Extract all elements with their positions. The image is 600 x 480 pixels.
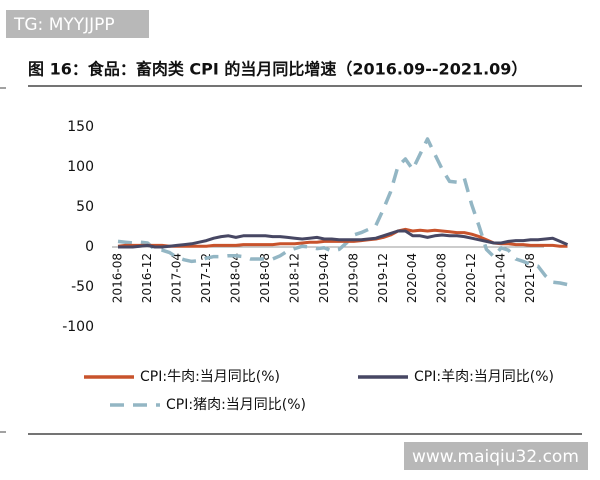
x-tick-label: 2017-04 [169, 253, 183, 303]
chart-title: 图 16：食品：畜肉类 CPI 的当月同比增速（2016.09--2021.09… [28, 60, 527, 79]
x-tick-label: 2021-04 [494, 253, 508, 303]
watermark-box [404, 442, 588, 470]
x-tick-label: 2021-08 [523, 253, 537, 303]
watermark: TG: MYYJJPP [13, 15, 115, 35]
legend-label: CPI:猪肉:当月同比(%) [166, 397, 306, 413]
y-tick-label: 150 [67, 119, 94, 135]
series-line [118, 229, 569, 249]
x-tick-label: 2016-08 [111, 253, 125, 303]
x-tick-label: 2018-04 [228, 253, 242, 303]
x-tick-label: 2019-08 [346, 253, 360, 303]
legend-label: CPI:牛肉:当月同比(%) [140, 369, 280, 385]
x-tick-label: 2016-12 [140, 253, 154, 303]
footer-watermark: www.maiqiu32.com [412, 447, 579, 467]
x-tick-label: 2018-12 [287, 253, 301, 303]
watermark-box [6, 10, 149, 38]
y-tick-label: 0 [85, 239, 94, 255]
x-tick-label: 2020-04 [405, 253, 419, 303]
y-tick-label: 50 [76, 199, 94, 215]
x-tick-label: 2019-12 [376, 253, 390, 303]
x-tick-label: 2020-08 [435, 253, 449, 303]
plot: -100 -50 0 50 100 150 2016-08 2016-12 2017-04 201… [62, 119, 569, 413]
x-tick-label: 2019-04 [317, 253, 331, 303]
x-tick-label: 2020-12 [464, 253, 478, 303]
series-line [117, 137, 568, 287]
x-tick-label: 2017-12 [199, 253, 213, 303]
x-tick-label: 2018-08 [258, 253, 272, 303]
y-tick-label: 100 [67, 159, 94, 175]
legend-label: CPI:羊肉:当月同比(%) [414, 369, 554, 385]
y-tick-label: -100 [62, 319, 94, 335]
y-tick-label: -50 [71, 279, 94, 295]
